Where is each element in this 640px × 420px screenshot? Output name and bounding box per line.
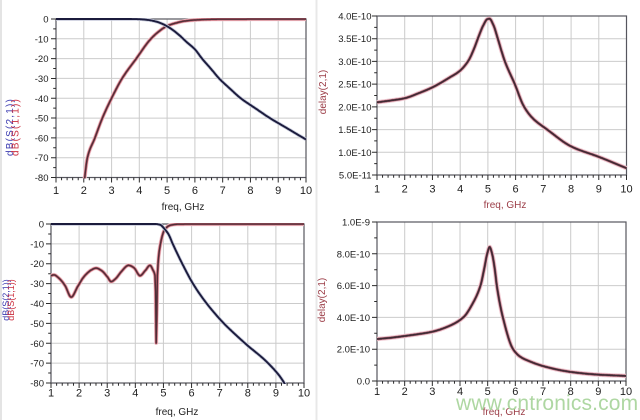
svg-text:0: 0 bbox=[39, 220, 44, 231]
svg-text:dB(S(2,1)): dB(S(2,1)) bbox=[1, 279, 11, 321]
svg-text:0.0: 0.0 bbox=[357, 377, 370, 388]
svg-text:-70: -70 bbox=[30, 359, 44, 370]
svg-text:4: 4 bbox=[136, 185, 142, 197]
svg-text:8: 8 bbox=[247, 185, 253, 197]
svg-text:1: 1 bbox=[374, 386, 380, 398]
svg-text:-20: -20 bbox=[30, 259, 44, 270]
svg-text:-80: -80 bbox=[30, 379, 44, 390]
svg-text:8: 8 bbox=[568, 386, 574, 398]
svg-text:delay(2,1): delay(2,1) bbox=[317, 278, 328, 322]
svg-text:7: 7 bbox=[217, 388, 223, 400]
svg-text:-80: -80 bbox=[35, 173, 49, 184]
svg-text:-50: -50 bbox=[30, 319, 44, 330]
svg-text:6: 6 bbox=[512, 386, 518, 398]
svg-text:freq, GHz: freq, GHz bbox=[484, 200, 527, 211]
svg-text:0: 0 bbox=[43, 15, 48, 26]
svg-text:-60: -60 bbox=[35, 133, 49, 144]
svg-text:-70: -70 bbox=[35, 153, 49, 164]
svg-text:10: 10 bbox=[620, 386, 632, 398]
svg-text:2: 2 bbox=[402, 386, 408, 398]
svg-text:9: 9 bbox=[596, 184, 602, 196]
svg-text:2.5E-10: 2.5E-10 bbox=[338, 80, 371, 91]
svg-text:5.0E-11: 5.0E-11 bbox=[339, 171, 372, 182]
svg-text:6: 6 bbox=[192, 185, 198, 197]
svg-text:1: 1 bbox=[53, 185, 59, 197]
svg-text:8: 8 bbox=[245, 388, 251, 400]
svg-text:10: 10 bbox=[300, 185, 312, 197]
svg-text:freq, GHz: freq, GHz bbox=[483, 407, 526, 418]
svg-text:freq, GHz: freq, GHz bbox=[156, 407, 199, 418]
svg-text:1: 1 bbox=[48, 388, 54, 400]
svg-text:4.0E-10: 4.0E-10 bbox=[338, 12, 371, 23]
svg-text:6: 6 bbox=[189, 388, 195, 400]
svg-text:freq, GHz: freq, GHz bbox=[162, 202, 205, 213]
svg-text:4: 4 bbox=[457, 386, 463, 398]
svg-text:9: 9 bbox=[595, 386, 601, 398]
svg-text:5: 5 bbox=[485, 386, 491, 398]
svg-text:2: 2 bbox=[81, 185, 87, 197]
svg-text:-10: -10 bbox=[35, 34, 49, 45]
svg-text:9: 9 bbox=[275, 185, 281, 197]
svg-text:7: 7 bbox=[540, 184, 546, 196]
svg-text:-40: -40 bbox=[35, 94, 49, 105]
svg-text:5: 5 bbox=[160, 388, 166, 400]
svg-text:dB(S(2,1)): dB(S(2,1)) bbox=[5, 98, 16, 156]
svg-text:6: 6 bbox=[513, 184, 519, 196]
svg-text:8.0E-10: 8.0E-10 bbox=[337, 249, 370, 260]
svg-text:-20: -20 bbox=[35, 54, 49, 65]
svg-text:-30: -30 bbox=[30, 279, 44, 290]
svg-text:1.5E-10: 1.5E-10 bbox=[338, 125, 371, 136]
svg-text:5: 5 bbox=[164, 185, 170, 197]
svg-text:-10: -10 bbox=[30, 239, 44, 250]
svg-text:delay(2,1): delay(2,1) bbox=[318, 70, 329, 114]
svg-text:6.0E-10: 6.0E-10 bbox=[337, 281, 370, 292]
svg-text:3: 3 bbox=[429, 184, 435, 196]
svg-text:7: 7 bbox=[220, 185, 226, 197]
svg-text:8: 8 bbox=[568, 184, 574, 196]
svg-text:4: 4 bbox=[457, 184, 463, 196]
svg-text:2: 2 bbox=[76, 388, 82, 400]
svg-text:1: 1 bbox=[374, 184, 380, 196]
svg-text:4: 4 bbox=[132, 388, 138, 400]
svg-text:-40: -40 bbox=[30, 299, 44, 310]
svg-text:-50: -50 bbox=[35, 114, 49, 125]
svg-text:10: 10 bbox=[620, 184, 632, 196]
svg-text:5: 5 bbox=[485, 184, 491, 196]
svg-text:-30: -30 bbox=[35, 74, 49, 85]
svg-text:dB(S(1,1)): dB(S(1,1)) bbox=[6, 279, 16, 321]
svg-text:3: 3 bbox=[429, 386, 435, 398]
svg-text:3.5E-10: 3.5E-10 bbox=[338, 34, 371, 45]
svg-text:1.0E-10: 1.0E-10 bbox=[338, 148, 371, 159]
svg-text:9: 9 bbox=[273, 388, 279, 400]
svg-text:4.0E-10: 4.0E-10 bbox=[337, 313, 370, 324]
svg-text:3: 3 bbox=[109, 185, 115, 197]
svg-text:3.0E-10: 3.0E-10 bbox=[338, 57, 371, 68]
svg-text:10: 10 bbox=[298, 388, 310, 400]
svg-text:-60: -60 bbox=[30, 339, 44, 350]
svg-text:7: 7 bbox=[540, 386, 546, 398]
svg-text:2.0E-10: 2.0E-10 bbox=[338, 102, 371, 113]
svg-text:www.cntronics.com: www.cntronics.com bbox=[455, 392, 638, 415]
svg-text:2: 2 bbox=[402, 184, 408, 196]
svg-text:3: 3 bbox=[104, 388, 110, 400]
svg-text:2.0E-10: 2.0E-10 bbox=[337, 345, 370, 356]
svg-text:dB(S(1,1)): dB(S(1,1)) bbox=[11, 98, 22, 156]
svg-text:1.0E-9: 1.0E-9 bbox=[342, 218, 370, 229]
